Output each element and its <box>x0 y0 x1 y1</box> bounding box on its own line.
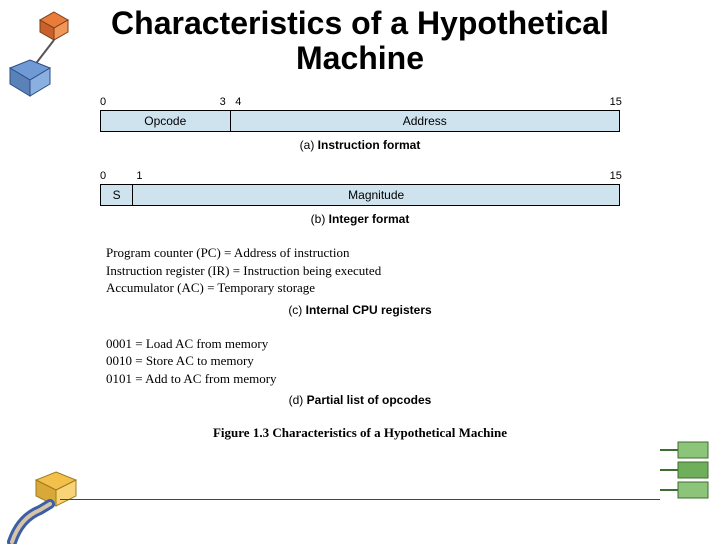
bit-label: 15 <box>610 96 622 108</box>
bit-label: 4 <box>235 96 241 108</box>
yellow-cube-icon <box>36 472 76 506</box>
footer-divider <box>60 499 660 500</box>
figure-caption: Figure 1.3 Characteristics of a Hypothet… <box>100 425 620 441</box>
bit-label: 3 <box>220 96 226 108</box>
clipart-top-left <box>6 10 96 100</box>
bit-label: 15 <box>610 170 622 182</box>
blue-cube-icon <box>10 60 50 96</box>
caption-c: (c) Internal CPU registers <box>100 303 620 317</box>
caption-b: (b) Integer format <box>100 212 620 226</box>
instr-bit-labels: 0 3 4 15 <box>100 96 620 110</box>
bit-label: 1 <box>136 170 142 182</box>
int-bit-labels: 0 1 15 <box>100 170 620 184</box>
title-line1: Characteristics of a Hypothetical <box>111 5 609 41</box>
magnitude-field: Magnitude <box>133 185 619 205</box>
integer-format-bar: S Magnitude <box>100 184 620 206</box>
clipart-bottom-right <box>656 436 716 516</box>
registers-block: Program counter (PC) = Address of instru… <box>106 244 620 297</box>
caption-d: (d) Partial list of opcodes <box>100 393 620 407</box>
address-field: Address <box>231 111 620 131</box>
instruction-format-bar: Opcode Address <box>100 110 620 132</box>
bit-label: 0 <box>100 96 106 108</box>
page-title: Characteristics of a Hypothetical Machin… <box>0 6 720 76</box>
green-stack-icon <box>660 442 708 498</box>
bit-label: 0 <box>100 170 106 182</box>
register-line: Instruction register (IR) = Instruction … <box>106 262 620 280</box>
clipart-bottom-left <box>6 464 116 544</box>
caption-a: (a) Instruction format <box>100 138 620 152</box>
opcode-line: 0101 = Add to AC from memory <box>106 370 620 388</box>
sign-field: S <box>101 185 133 205</box>
register-line: Accumulator (AC) = Temporary storage <box>106 279 620 297</box>
register-line: Program counter (PC) = Address of instru… <box>106 244 620 262</box>
opcode-field: Opcode <box>101 111 231 131</box>
opcodes-block: 0001 = Load AC from memory 0010 = Store … <box>106 335 620 388</box>
figure-area: 0 3 4 15 Opcode Address (a) Instruction … <box>100 96 620 441</box>
orange-cube-icon <box>40 12 68 40</box>
opcode-line: 0001 = Load AC from memory <box>106 335 620 353</box>
opcode-line: 0010 = Store AC to memory <box>106 352 620 370</box>
arm-icon <box>12 504 50 542</box>
title-line2: Machine <box>296 40 424 76</box>
